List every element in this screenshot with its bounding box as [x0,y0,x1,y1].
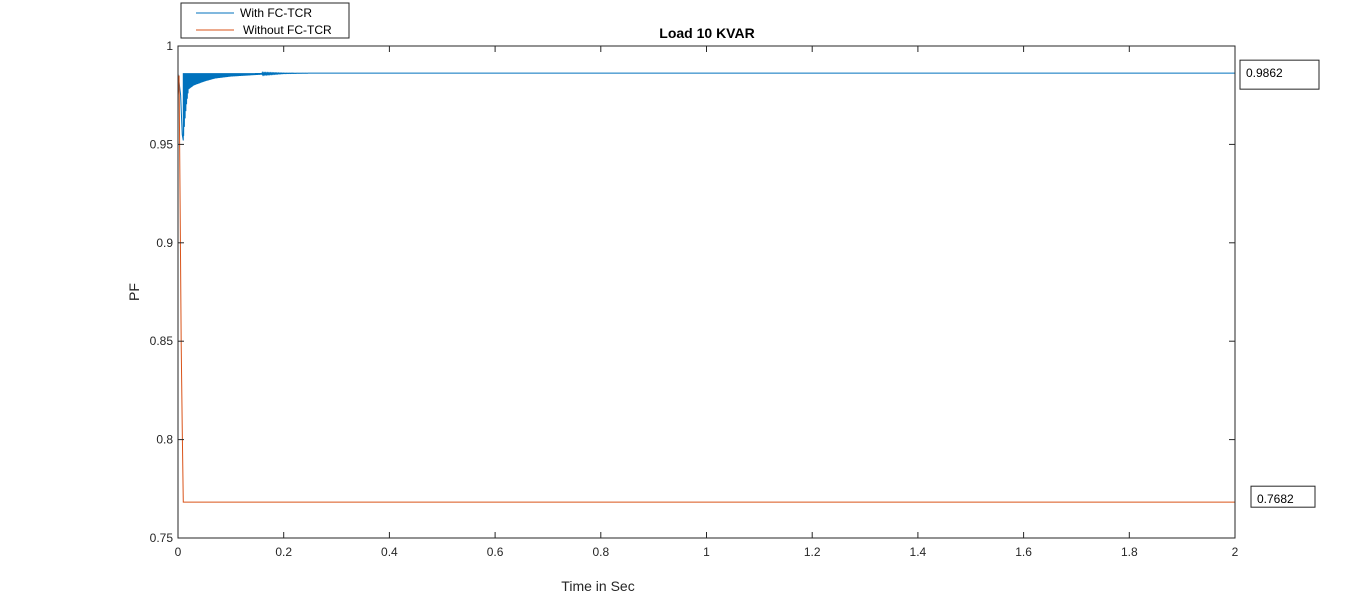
x-tick-label: 1.2 [804,545,821,559]
x-tick-label: 0 [175,545,182,559]
annotation-text: 0.9862 [1246,66,1283,80]
legend-entry[interactable]: Without FC-TCR [243,23,332,37]
y-axis-label: PF [126,283,142,301]
x-axis-label: Time in Sec [561,578,634,594]
y-tick-label: 0.9 [156,236,173,250]
value-annotation: 0.9862 [1239,59,1320,90]
y-tick-label: 1 [166,39,173,53]
x-tick-label: 0.2 [275,545,292,559]
x-tick-label: 0.8 [592,545,609,559]
legend[interactable]: With FC-TCR Without FC-TCR [180,2,350,39]
x-tick-label: 1.6 [1015,545,1032,559]
annotation-text: 0.7682 [1257,492,1294,506]
legend-box [180,2,350,39]
annotation-box [1239,59,1320,90]
annotation-box [1250,485,1316,508]
legend-entry[interactable]: With FC-TCR [240,6,312,20]
series-line-with-fc-tcr [178,71,1235,141]
x-tick-label: 1 [703,545,710,559]
y-tick-label: 0.8 [156,433,173,447]
value-annotation: 0.7682 [1250,485,1316,508]
y-axis: 0.75 0.8 0.85 0.9 0.95 1 [150,39,1235,545]
x-tick-label: 2 [1232,545,1239,559]
y-tick-label: 0.85 [150,334,174,348]
chart-title: Load 10 KVAR [659,25,754,41]
series-line-without-fc-tcr [178,75,1235,503]
x-tick-label: 1.8 [1121,545,1138,559]
x-axis: 0 0.2 0.4 0.6 0.8 1 1.2 1.4 1.6 1.8 2 [175,46,1239,559]
annotations-layer: 0.9862 0.7682 [1239,59,1320,508]
y-tick-label: 0.95 [150,137,174,151]
x-tick-label: 0.4 [381,545,398,559]
series-layer [178,71,1235,503]
x-tick-label: 0.6 [487,545,504,559]
y-tick-label: 0.75 [150,531,174,545]
x-tick-label: 1.4 [910,545,927,559]
plot-frame [177,45,1236,539]
